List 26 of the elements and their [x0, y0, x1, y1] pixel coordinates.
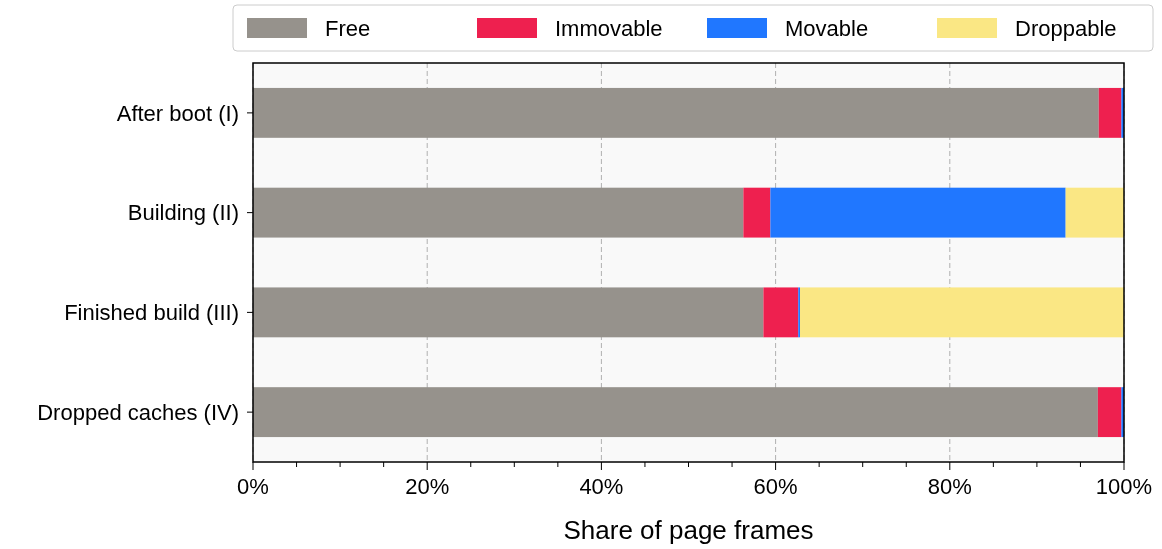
- x-tick-label: 100%: [1095, 474, 1153, 499]
- bar: [253, 387, 1098, 438]
- bar: [1065, 187, 1124, 238]
- x-tick-label: 80%: [927, 474, 972, 499]
- y-tick-label: Building (II): [127, 200, 239, 226]
- x-tick-label: 0%: [237, 474, 269, 499]
- x-tick-label: 40%: [579, 474, 624, 499]
- x-tick-label: 60%: [753, 474, 798, 499]
- x-axis-title: Share of page frames: [563, 515, 814, 545]
- legend-label: Movable: [785, 15, 869, 41]
- bar: [743, 187, 771, 238]
- bar: [1097, 387, 1122, 438]
- bar: [799, 287, 1124, 338]
- bar: [253, 87, 1099, 138]
- y-tick-label: Dropped caches (IV): [37, 399, 239, 425]
- x-tick-label: 20%: [405, 474, 450, 499]
- legend-label: Immovable: [555, 15, 663, 41]
- bar: [763, 287, 799, 338]
- y-tick-label: Finished build (III): [64, 300, 239, 326]
- legend-label: Droppable: [1015, 15, 1117, 41]
- y-tick-label: After boot (I): [116, 100, 239, 126]
- legend-label: Free: [325, 15, 371, 41]
- bar: [1098, 87, 1122, 138]
- bar: [253, 287, 764, 338]
- bar: [770, 187, 1066, 238]
- bar: [253, 187, 744, 238]
